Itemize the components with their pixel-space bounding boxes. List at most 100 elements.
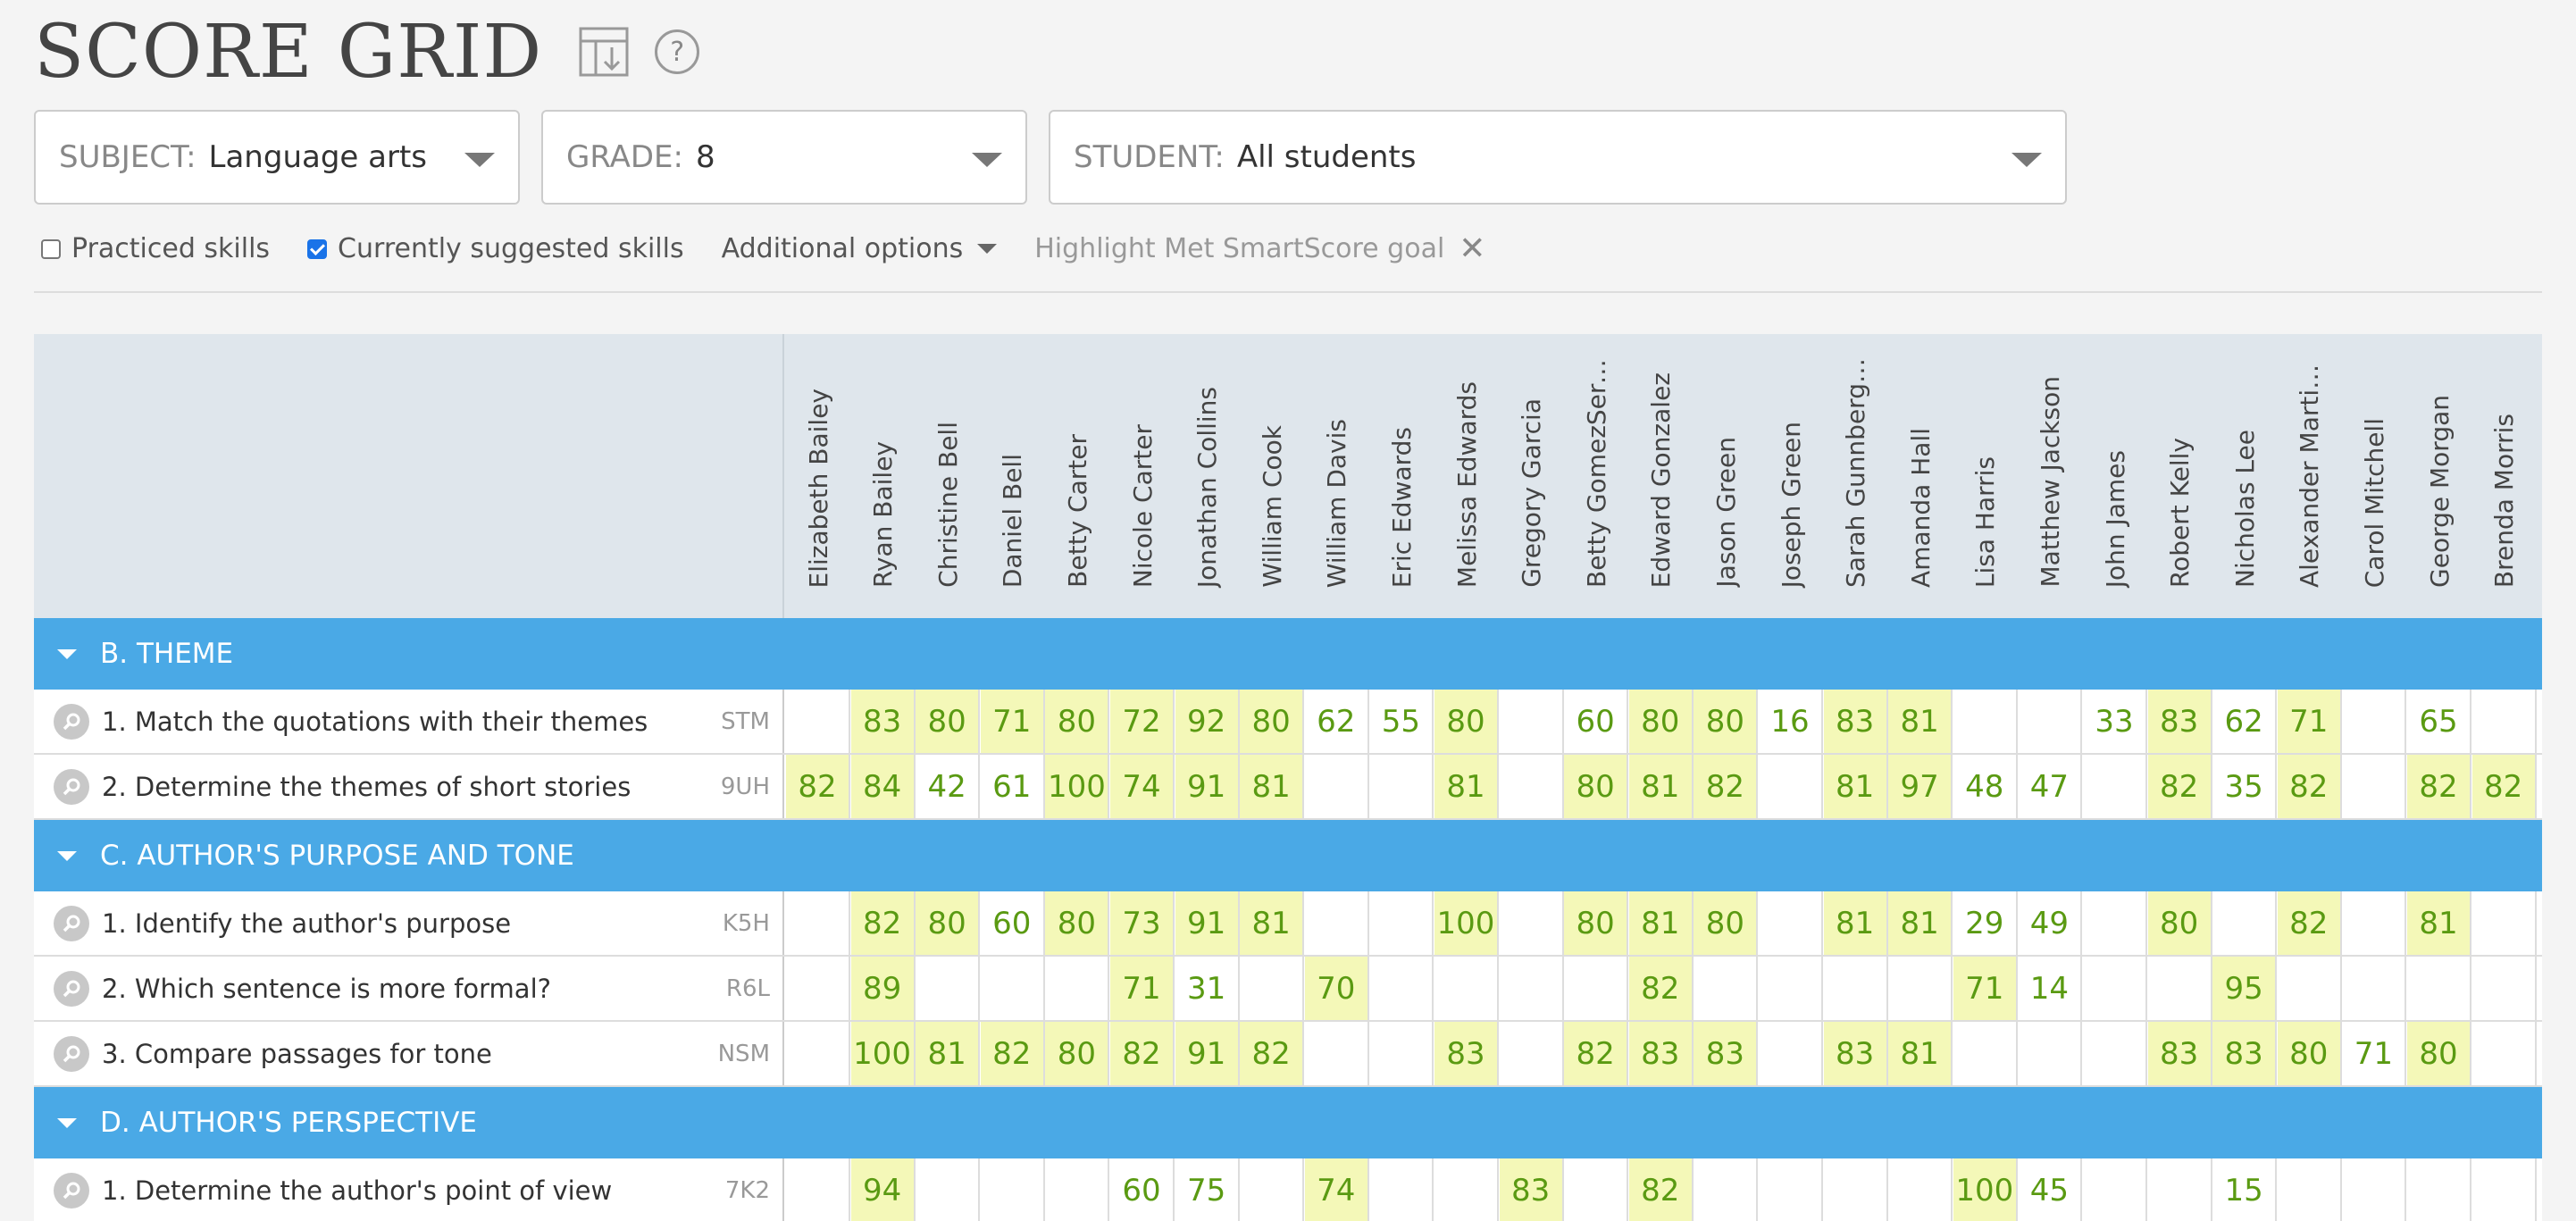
score-cell[interactable]: 80 xyxy=(2407,1022,2471,1085)
score-cell[interactable]: 80 xyxy=(1564,755,1629,818)
student-column-header[interactable]: Alexander Martinez xyxy=(2278,355,2342,588)
score-cell[interactable]: 82 xyxy=(1628,1158,1694,1221)
student-column-header[interactable]: Eric Edwards xyxy=(1369,355,1434,588)
score-cell[interactable]: 72 xyxy=(1110,690,1175,753)
score-cell[interactable]: 60 xyxy=(981,891,1045,955)
score-cell[interactable]: 83 xyxy=(1499,1158,1564,1221)
score-cell[interactable]: 81 xyxy=(916,1022,981,1085)
student-select[interactable]: STUDENT: All students xyxy=(1049,110,2067,205)
help-icon[interactable]: ? xyxy=(655,29,700,74)
student-column-header[interactable]: Christine Bell xyxy=(916,355,980,588)
score-cell[interactable]: 84 xyxy=(850,755,916,818)
score-cell[interactable]: 49 xyxy=(2018,891,2083,955)
student-column-header[interactable]: George Morgan xyxy=(2407,355,2471,588)
magnifier-icon[interactable] xyxy=(54,1172,89,1208)
student-column-header[interactable]: Edward Gonzalez xyxy=(1629,355,1694,588)
score-cell[interactable]: 100 xyxy=(1045,755,1110,818)
score-cell[interactable]: 74 xyxy=(1110,755,1175,818)
score-cell[interactable]: 35 xyxy=(2212,755,2278,818)
score-cell[interactable]: 81 xyxy=(1240,755,1305,818)
score-cell[interactable]: 80 xyxy=(2277,1022,2342,1085)
student-column-header[interactable]: William Cook xyxy=(1240,355,1304,588)
skill-name[interactable]: 2. Determine the themes of short stories xyxy=(102,771,631,802)
practiced-skills-option[interactable]: Practiced skills xyxy=(41,233,270,264)
close-icon[interactable]: ✕ xyxy=(1459,230,1486,267)
student-column-header[interactable]: Gregory Garcia xyxy=(1500,355,1564,588)
skill-name[interactable]: 1. Identify the author's purpose xyxy=(102,907,512,939)
score-cell[interactable]: 100 xyxy=(1434,891,1499,955)
section-header[interactable]: B. THEME xyxy=(34,618,2542,690)
student-column-header[interactable]: Elizabeth Bailey xyxy=(786,355,850,588)
score-cell[interactable]: 100 xyxy=(850,1022,916,1085)
score-cell[interactable]: 81 xyxy=(2407,891,2471,955)
score-cell[interactable]: 82 xyxy=(850,891,916,955)
section-header[interactable]: C. AUTHOR'S PURPOSE AND TONE xyxy=(34,820,2542,891)
score-cell[interactable]: 73 xyxy=(1110,891,1175,955)
practiced-skills-checkbox[interactable] xyxy=(41,238,61,259)
student-column-header[interactable]: William Davis xyxy=(1305,355,1369,588)
score-cell[interactable]: 71 xyxy=(2342,1022,2407,1085)
score-cell[interactable]: 65 xyxy=(2407,690,2471,753)
student-column-header[interactable]: Jason Green xyxy=(1694,355,1758,588)
score-cell[interactable]: 100 xyxy=(1953,1158,2018,1221)
score-cell[interactable]: 47 xyxy=(2018,755,2083,818)
score-cell[interactable]: 94 xyxy=(850,1158,916,1221)
score-cell[interactable]: 80 xyxy=(1694,891,1759,955)
score-cell[interactable]: 82 xyxy=(2277,755,2342,818)
score-cell[interactable]: 81 xyxy=(1888,690,1953,753)
student-column-header[interactable]: Lisa Harris xyxy=(1953,355,2018,588)
student-column-header[interactable]: Matthew Jackson xyxy=(2018,355,2082,588)
score-cell[interactable]: 31 xyxy=(1175,957,1240,1020)
score-cell[interactable]: 82 xyxy=(2407,755,2471,818)
score-cell[interactable]: 89 xyxy=(850,957,916,1020)
student-column-header[interactable]: Brenda Morris xyxy=(2472,355,2537,588)
grade-select[interactable]: GRADE: 8 xyxy=(541,110,1027,205)
skill-name[interactable]: 3. Compare passages for tone xyxy=(102,1038,492,1069)
score-cell[interactable]: 62 xyxy=(1305,690,1369,753)
score-cell[interactable]: 61 xyxy=(981,755,1045,818)
score-cell[interactable]: 80 xyxy=(1628,690,1694,753)
student-column-header[interactable]: Melissa Edwards xyxy=(1434,355,1499,588)
score-cell[interactable]: 71 xyxy=(1110,957,1175,1020)
score-cell[interactable]: 82 xyxy=(786,755,850,818)
student-column-header[interactable]: Amanda Hall xyxy=(1888,355,1953,588)
score-cell[interactable]: 83 xyxy=(850,690,916,753)
score-cell[interactable]: 97 xyxy=(1888,755,1953,818)
score-cell[interactable]: 80 xyxy=(1434,690,1499,753)
magnifier-icon[interactable] xyxy=(54,1035,89,1072)
section-header[interactable]: D. AUTHOR'S PERSPECTIVE xyxy=(34,1087,2542,1158)
score-cell[interactable]: 70 xyxy=(1304,957,1369,1020)
score-cell[interactable]: 16 xyxy=(1759,690,1823,753)
score-cell[interactable]: 95 xyxy=(2212,957,2278,1020)
student-column-header[interactable]: Daniel Bell xyxy=(981,355,1045,588)
score-cell[interactable]: 82 xyxy=(1694,755,1759,818)
score-cell[interactable]: 15 xyxy=(2212,1158,2278,1221)
score-cell[interactable]: 81 xyxy=(1628,755,1694,818)
skill-name[interactable]: 2. Which sentence is more formal? xyxy=(102,973,552,1004)
score-cell[interactable]: 80 xyxy=(1045,1022,1110,1085)
score-cell[interactable]: 83 xyxy=(1694,1022,1759,1085)
score-cell[interactable]: 80 xyxy=(1240,690,1305,753)
score-cell[interactable]: 82 xyxy=(980,1022,1045,1085)
score-cell[interactable]: 80 xyxy=(1564,891,1629,955)
suggested-skills-checkbox[interactable] xyxy=(307,238,328,259)
score-cell[interactable]: 33 xyxy=(2083,690,2147,753)
score-cell[interactable]: 75 xyxy=(1175,1158,1240,1221)
suggested-skills-option[interactable]: Currently suggested skills xyxy=(307,233,684,264)
score-cell[interactable]: 80 xyxy=(1694,690,1759,753)
score-cell[interactable]: 81 xyxy=(1823,891,1888,955)
score-cell[interactable]: 83 xyxy=(1823,1022,1888,1085)
student-column-header[interactable]: Jonathan Collins xyxy=(1175,355,1240,588)
score-cell[interactable]: 71 xyxy=(980,690,1045,753)
student-column-header[interactable]: Nicholas Lee xyxy=(2212,355,2277,588)
score-cell[interactable]: 45 xyxy=(2018,1158,2083,1221)
score-cell[interactable]: 80 xyxy=(2147,891,2212,955)
score-cell[interactable]: 91 xyxy=(1175,891,1240,955)
additional-options-dropdown[interactable]: Additional options xyxy=(722,233,998,264)
score-cell[interactable]: 74 xyxy=(1304,1158,1369,1221)
score-cell[interactable]: 83 xyxy=(2147,1022,2212,1085)
score-cell[interactable]: 82 xyxy=(1240,1022,1305,1085)
skill-name[interactable]: 1. Determine the author's point of view xyxy=(102,1175,613,1206)
export-icon[interactable] xyxy=(578,26,630,78)
score-cell[interactable]: 60 xyxy=(1110,1158,1175,1221)
